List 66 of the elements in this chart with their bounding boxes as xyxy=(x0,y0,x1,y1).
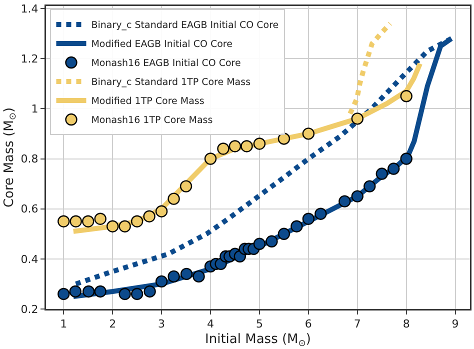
y-tick-label: 1 xyxy=(31,102,38,116)
legend-label: Monash16 EAGB Initial CO Core xyxy=(91,58,241,70)
y-tick-label: 1.4 xyxy=(20,2,38,16)
x-tick-label: 7 xyxy=(354,318,361,331)
point xyxy=(192,270,205,283)
point xyxy=(58,288,70,300)
point xyxy=(58,215,70,228)
y-tick-label: 0.4 xyxy=(20,252,38,266)
point xyxy=(118,220,131,232)
x-tick-label: 5 xyxy=(256,318,263,331)
x-tick-label: 4 xyxy=(207,318,214,331)
point xyxy=(106,220,119,232)
point xyxy=(240,140,253,152)
point xyxy=(364,180,376,192)
point xyxy=(82,285,95,298)
point xyxy=(278,228,290,240)
legend-label: Monash16 1TP Core Mass xyxy=(91,115,213,126)
point xyxy=(155,275,168,288)
point xyxy=(302,212,315,225)
point xyxy=(168,270,180,283)
point xyxy=(266,235,278,248)
point xyxy=(118,288,131,300)
point xyxy=(376,168,388,180)
point xyxy=(388,162,400,175)
point xyxy=(400,90,412,102)
point xyxy=(69,285,82,298)
y-tick-label: 1.2 xyxy=(20,52,38,66)
point xyxy=(82,215,94,228)
x-tick-label: 3 xyxy=(158,318,166,331)
point xyxy=(228,140,242,152)
point xyxy=(144,285,156,298)
point xyxy=(253,238,266,250)
point xyxy=(180,180,192,192)
x-axis-title: Initial Mass (M$_{⊙}$) xyxy=(205,332,311,349)
y-tick-label: 0.2 xyxy=(20,302,38,316)
point xyxy=(351,112,364,125)
point xyxy=(94,285,106,298)
point xyxy=(155,205,168,218)
point xyxy=(314,208,327,220)
legend-label: Modified 1TP Core Mass xyxy=(91,96,204,108)
legend-label: Binary_c Standard 1TP Core Mass xyxy=(91,77,251,88)
point xyxy=(217,142,230,155)
x-tick-label: 8 xyxy=(402,318,410,331)
point xyxy=(290,220,303,232)
x-tick-label: 1 xyxy=(60,318,68,331)
legend-label: Binary_c Standard EAGB Initial CO Core xyxy=(91,20,279,32)
point xyxy=(302,128,315,140)
point xyxy=(168,192,180,205)
point xyxy=(94,212,106,225)
point xyxy=(180,268,193,280)
y-tick-label: 0.6 xyxy=(20,202,38,216)
point xyxy=(70,215,82,228)
x-tick-label: 9 xyxy=(452,318,459,331)
point xyxy=(204,152,217,165)
x-tick-label: 2 xyxy=(109,318,116,331)
point xyxy=(143,210,156,222)
point xyxy=(338,195,351,208)
x-tick-label: 6 xyxy=(304,318,312,331)
legend-label: Modified EAGB Initial CO Core xyxy=(91,39,233,50)
point xyxy=(130,215,144,228)
point xyxy=(351,190,364,202)
y-tick-label: 0.8 xyxy=(20,152,38,166)
point xyxy=(400,152,412,165)
point xyxy=(130,288,144,300)
point xyxy=(253,138,266,150)
point xyxy=(278,132,290,145)
